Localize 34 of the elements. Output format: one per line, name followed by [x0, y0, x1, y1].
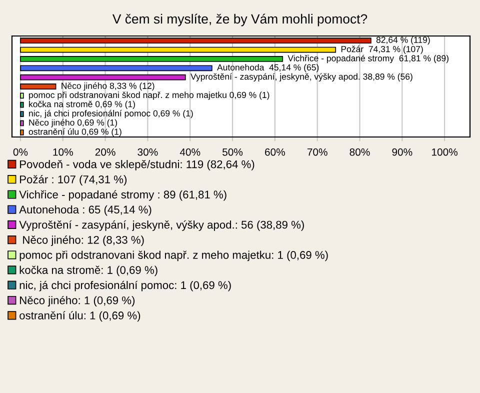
x-tick-label: 40% — [180, 148, 200, 156]
data-label: Něco jiného 0,69 % (1) — [29, 119, 117, 128]
x-tick-label: 70% — [307, 148, 328, 156]
legend-label: pomoc při odstranovani škod např. z meho majetku: 1 (0,69 %) — [20, 250, 328, 262]
data-label: 82,64 % (119) — [376, 36, 430, 45]
legend-label: Vichřice - popadané stromy : 89 (61,81 %) — [19, 190, 226, 201]
chart-title: V čem si myslíte, že by Vám mohli pomoct? — [112, 14, 368, 26]
data-label: kočka na stromě 0,69 % (1) — [29, 100, 135, 109]
data-label: ostranění úlu 0,69 % (1) — [28, 128, 122, 137]
legend-label: Něco jiného: 1 (0,69 %) — [20, 296, 135, 306]
legend-label: ostranění úlu: 1 (0,69 %) — [20, 311, 140, 322]
data-label: Požár 74,31 % (107) — [341, 46, 423, 54]
data-label: Autonehoda 45,14 % (65) — [217, 64, 319, 72]
x-tick-label: 10% — [53, 148, 73, 156]
x-tick-label: 90% — [392, 148, 412, 156]
legend-label: Něco jiného: 12 (8,33 %) — [23, 236, 144, 246]
data-label: Vyproštění - zasypání, jeskyně, výšky apod. 38,89 % (56) — [190, 73, 412, 82]
legend-label: nic, já chci profesionální pomoc: 1 (0,69 %) — [20, 280, 231, 292]
x-tick-label: 60% — [265, 148, 285, 156]
legend-label: Autonehoda : 65 (45,14 %) — [19, 205, 152, 216]
data-label: nic, já chci profesionální pomoc 0,69 % (1) — [29, 110, 193, 118]
x-tick-label: 50% — [222, 148, 243, 156]
data-label: Něco jiného 8,33 % (12) — [62, 82, 154, 91]
x-tick-label: 30% — [138, 148, 158, 156]
legend-label: kočka na stromě: 1 (0,69 %) — [20, 266, 158, 276]
x-tick-label: 0% — [13, 148, 28, 156]
legend-label: Požár : 107 (74,31 %) — [20, 175, 127, 186]
x-tick-label: 80% — [350, 148, 370, 156]
data-label: Vichřice - popadané stromy 61,81 % (89) — [288, 54, 448, 64]
x-tick-label: 100% — [432, 148, 458, 156]
legend-label: Vyproštění - zasypání, jeskyně, výšky apod.: 56 (38,89 %) — [19, 220, 304, 231]
data-label: pomoc při odstranovani škod např. z meho majetku 0,69 % (1) — [29, 92, 270, 100]
x-tick-label: 20% — [95, 148, 116, 156]
legend-label: Povodeň - voda ve sklepě/studni: 119 (82,64 %) — [20, 160, 254, 170]
